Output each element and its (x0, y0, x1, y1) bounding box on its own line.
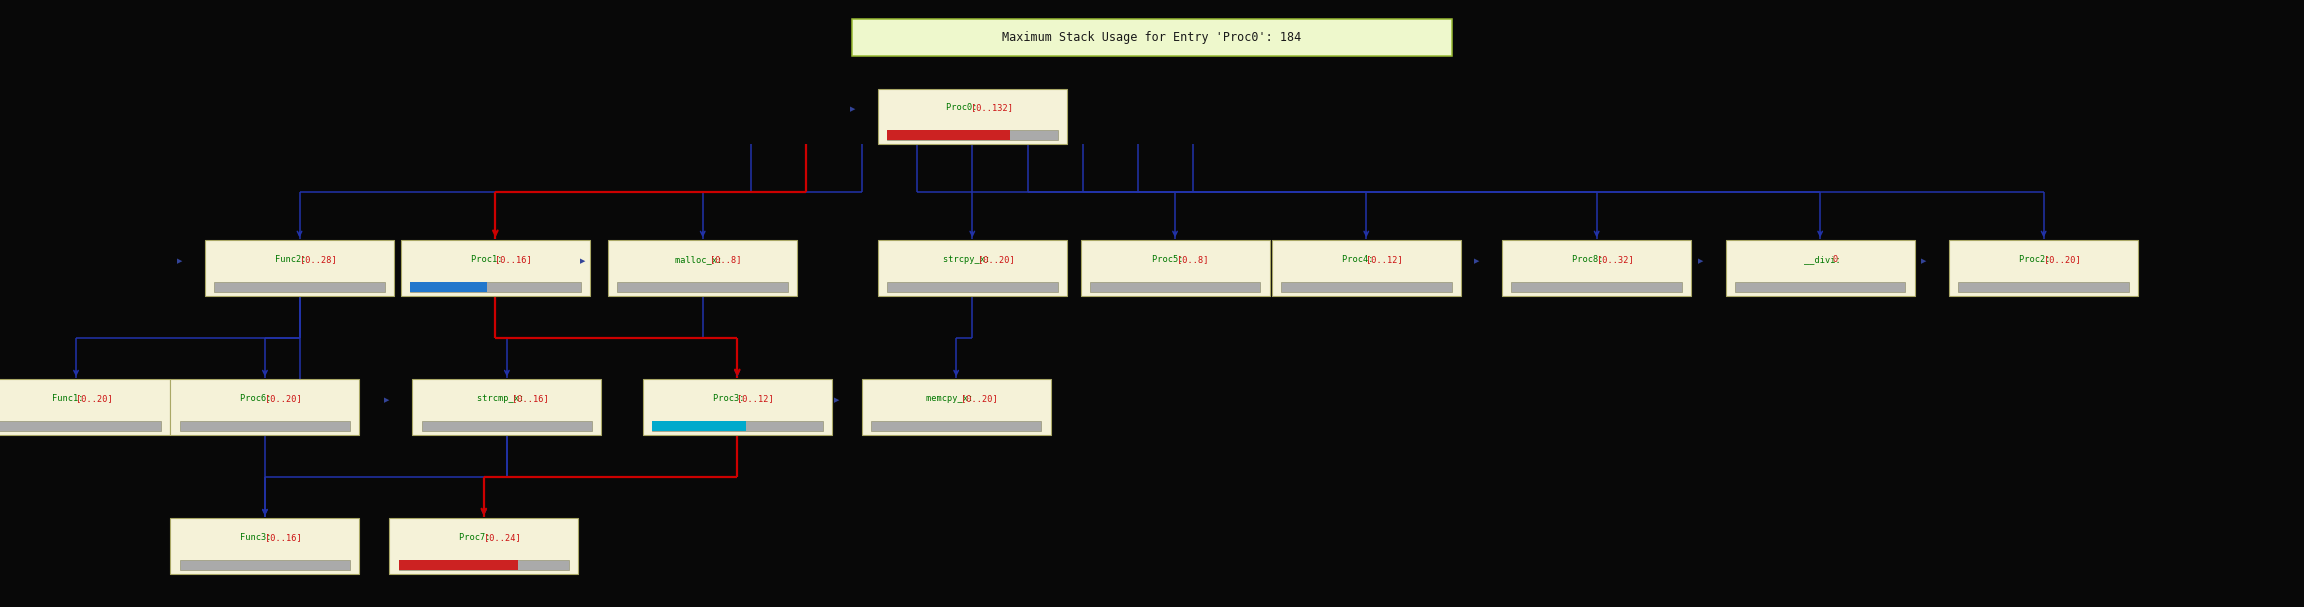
Bar (170, 518, 359, 574)
Bar (878, 240, 1067, 296)
Text: Proc3:: Proc3: (712, 394, 749, 403)
Text: [0..12]: [0..12] (737, 394, 774, 403)
Bar (852, 19, 1452, 56)
Text: ▶: ▶ (385, 397, 389, 403)
Text: ▶: ▶ (1922, 258, 1926, 264)
Bar (410, 282, 486, 292)
Bar (608, 240, 797, 296)
Bar (0, 421, 161, 431)
Bar (1281, 282, 1452, 292)
Bar (180, 421, 350, 431)
Bar (887, 282, 1058, 292)
Text: ▶: ▶ (1698, 258, 1703, 264)
Bar (422, 421, 592, 431)
Bar (401, 240, 590, 296)
Text: Proc8:: Proc8: (1571, 255, 1608, 263)
Text: ▶: ▶ (1475, 258, 1479, 264)
Bar (1958, 282, 2129, 292)
Text: Maximum Stack Usage for Entry 'Proc0': 184: Maximum Stack Usage for Entry 'Proc0': 1… (1002, 31, 1302, 44)
Text: __divi:: __divi: (1804, 255, 1846, 263)
Bar (871, 421, 1041, 431)
Text: [0..32]: [0..32] (1597, 255, 1634, 263)
Text: [0..16]: [0..16] (265, 533, 302, 542)
Bar (887, 130, 1058, 140)
Text: [0..20]: [0..20] (76, 394, 113, 403)
Text: [0..20]: [0..20] (977, 255, 1014, 263)
Text: ▶: ▶ (834, 397, 839, 403)
Text: memcpy_x:: memcpy_x: (926, 394, 979, 403)
Text: malloc_x:: malloc_x: (675, 255, 728, 263)
Text: [0..12]: [0..12] (1366, 255, 1403, 263)
Text: Proc6:: Proc6: (240, 394, 276, 403)
Text: [0..132]: [0..132] (970, 103, 1011, 112)
Bar (1511, 282, 1682, 292)
Text: Func2:: Func2: (274, 255, 311, 263)
Bar (399, 560, 569, 570)
Text: Proc4:: Proc4: (1341, 255, 1378, 263)
Bar (1726, 240, 1915, 296)
Text: ▶: ▶ (850, 106, 855, 112)
Bar (410, 282, 581, 292)
Text: Func3:: Func3: (240, 533, 276, 542)
Text: ▶: ▶ (177, 258, 182, 264)
Bar (887, 130, 1009, 140)
Text: Proc7:: Proc7: (458, 533, 495, 542)
Bar (205, 240, 394, 296)
Bar (180, 560, 350, 570)
Bar (1090, 282, 1260, 292)
Text: Func1:: Func1: (51, 394, 88, 403)
Bar (617, 282, 788, 292)
Bar (412, 379, 601, 435)
Text: [0..20]: [0..20] (961, 394, 998, 403)
Text: strcpy_x:: strcpy_x: (942, 255, 995, 263)
Text: [0..28]: [0..28] (300, 255, 336, 263)
Bar (1735, 282, 1905, 292)
Text: strcmp_x:: strcmp_x: (477, 394, 530, 403)
Bar (1502, 240, 1691, 296)
Text: ▶: ▶ (581, 258, 585, 264)
Bar (1081, 240, 1270, 296)
Text: 0: 0 (1832, 255, 1839, 263)
Bar (652, 421, 746, 431)
Bar (0, 379, 170, 435)
Text: [0..8]: [0..8] (710, 255, 742, 263)
Bar (878, 89, 1067, 144)
Bar (214, 282, 385, 292)
Bar (1949, 240, 2138, 296)
Text: Proc1:: Proc1: (470, 255, 507, 263)
Bar (643, 379, 832, 435)
Bar (862, 379, 1051, 435)
Text: [0..20]: [0..20] (2044, 255, 2081, 263)
Text: [0..8]: [0..8] (1177, 255, 1207, 263)
Bar (389, 518, 578, 574)
Text: [0..20]: [0..20] (265, 394, 302, 403)
Bar (170, 379, 359, 435)
Bar (652, 421, 823, 431)
Text: Proc0:: Proc0: (947, 103, 984, 112)
Text: [0..24]: [0..24] (484, 533, 521, 542)
Text: [0..16]: [0..16] (511, 394, 548, 403)
Bar (1272, 240, 1461, 296)
Text: Proc2:: Proc2: (2018, 255, 2055, 263)
Bar (399, 560, 518, 570)
Text: Proc5:: Proc5: (1152, 255, 1189, 263)
Text: [0..16]: [0..16] (495, 255, 532, 263)
